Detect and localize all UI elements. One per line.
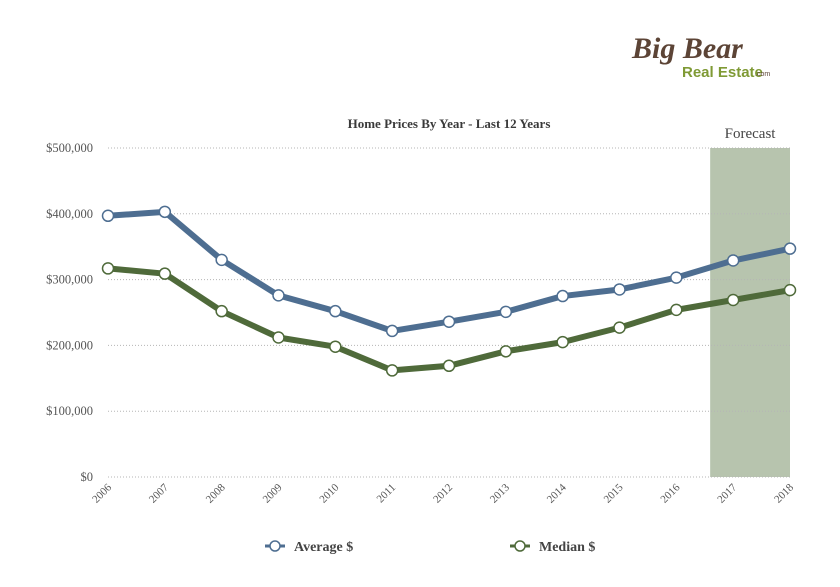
logo-line1: Big Bear [631, 32, 743, 65]
data-point [101, 262, 115, 275]
x-tick-label: 2017 [715, 481, 739, 505]
y-tick-label: $100,000 [46, 404, 93, 418]
x-tick-label: 2013 [488, 481, 512, 505]
data-point [499, 345, 513, 358]
forecast-region: Forecast [710, 126, 790, 477]
data-point [783, 242, 797, 255]
data-point [329, 340, 342, 353]
legend-label: Median $ [539, 540, 595, 555]
data-point [442, 315, 456, 328]
forecast-band [710, 148, 790, 477]
y-axis: $0 $100,000 $200,000 $300,000 $400,000 $500,0… [46, 141, 93, 484]
data-point [272, 289, 285, 302]
data-point [670, 271, 683, 284]
x-tick-label: 2015 [602, 481, 626, 505]
data-point [783, 283, 797, 297]
legend-item: Median $ [510, 540, 595, 555]
series-median [101, 262, 797, 377]
x-tick-label: 2007 [147, 481, 171, 505]
data-point [556, 335, 569, 349]
series [101, 205, 797, 377]
x-tick-label: 2014 [545, 481, 569, 505]
x-tick-label: 2016 [658, 481, 682, 505]
x-tick-label: 2009 [261, 481, 285, 505]
x-axis: 2006 2007 2008 2009 2010 2011 2012 2013 2014 2015… [90, 481, 796, 505]
data-point [613, 283, 626, 296]
legend: Average $ Median $ [265, 540, 595, 555]
x-tick-label: 2012 [431, 482, 455, 506]
legend-marker [514, 540, 526, 552]
x-tick-label: 2010 [317, 481, 341, 505]
data-point [158, 205, 172, 219]
y-tick-label: $200,000 [46, 338, 93, 352]
data-point [385, 364, 399, 377]
data-point [499, 305, 513, 319]
data-point [329, 304, 342, 318]
series-average [101, 205, 797, 338]
data-point [726, 254, 740, 267]
y-tick-label: $500,000 [46, 141, 93, 155]
logo-suffix: .com [755, 71, 770, 78]
x-tick-label: 2008 [204, 481, 228, 505]
data-point [726, 293, 740, 307]
y-tick-label: $400,000 [46, 207, 93, 221]
logo-line2: Real Estate [682, 64, 763, 81]
data-point [215, 253, 228, 267]
data-point [613, 321, 626, 334]
series-line [105, 208, 793, 334]
x-tick-label: 2018 [772, 481, 796, 505]
legend-label: Average $ [294, 540, 353, 555]
data-point [385, 324, 399, 338]
data-point [272, 331, 285, 344]
data-point [442, 359, 456, 373]
data-point [101, 209, 115, 223]
x-tick-label: 2006 [90, 481, 114, 505]
big-bear-logo: Big Bear Real Estate .com [631, 32, 770, 81]
forecast-label: Forecast [725, 126, 777, 142]
data-point [556, 289, 569, 303]
data-point [158, 267, 172, 280]
chart-title: Home Prices By Year - Last 12 Years [348, 116, 551, 131]
grid [108, 147, 790, 478]
data-point [215, 304, 228, 318]
legend-item: Average $ [265, 540, 353, 555]
y-tick-label: $300,000 [46, 273, 93, 287]
data-point [670, 303, 683, 317]
y-tick-label: $0 [81, 470, 94, 484]
legend-marker [269, 540, 281, 552]
x-tick-label: 2011 [375, 482, 399, 506]
